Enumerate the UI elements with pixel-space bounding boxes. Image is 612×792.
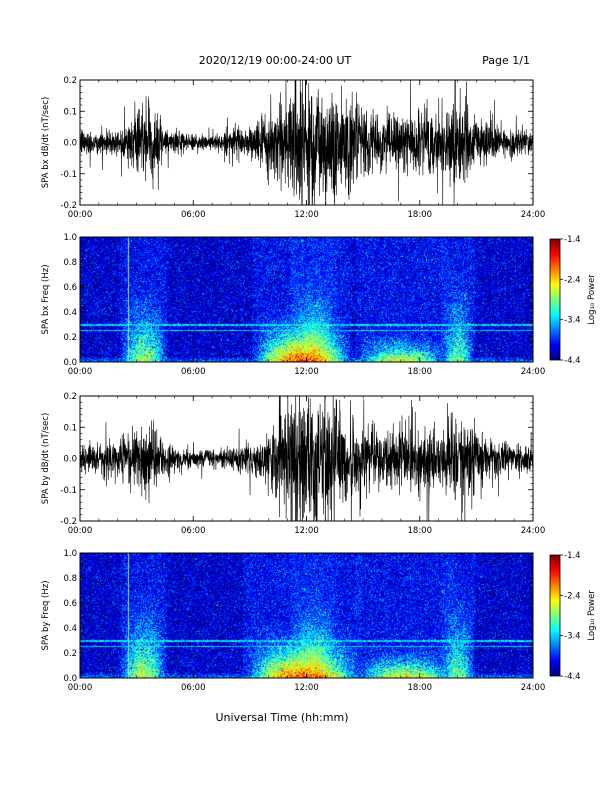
y-tick-label: 0.8: [63, 258, 77, 268]
y-tick-label: -0.1: [60, 486, 77, 496]
panel-3: 0.2 0.1 0.0 -0.1 -0.200:00 06:00 12:00 18:00 24:…: [41, 392, 546, 536]
y-tick-label: -0.2: [60, 201, 77, 211]
x-tick-label: 00:00: [68, 210, 93, 220]
y-axis-label: SPA by dB/dt (nT/sec): [41, 413, 51, 505]
y-axis-label: SPA by Freq (Hz): [41, 580, 51, 650]
x-tick-label: 24:00: [521, 210, 546, 220]
colorbar-tick-label: -1.4: [564, 551, 581, 561]
x-tick-label: 06:00: [181, 367, 206, 377]
colorbar-tick-label: -3.4: [564, 316, 581, 326]
x-tick-label: 24:00: [521, 683, 546, 693]
colorbar-label: Log₁₀ Power: [587, 590, 597, 641]
y-tick-label: 0.6: [63, 599, 77, 609]
x-tick-label: 18:00: [408, 526, 433, 536]
y-tick-label: 0.8: [63, 574, 77, 584]
colorbar-label: Log₁₀ Power: [587, 274, 597, 325]
series-line: [80, 396, 533, 521]
y-tick-label: 0.1: [63, 107, 77, 117]
panel-1: 0.2 0.1 0.0 -0.1 -0.200:00 06:00 12:00 18:00 24:…: [41, 76, 546, 220]
series-line: [80, 80, 533, 205]
x-tick-label: 12:00: [294, 367, 319, 377]
x-tick-label: 06:00: [181, 210, 206, 220]
colorbar-tick-label: -2.4: [564, 591, 581, 601]
date-range-title: 2020/12/19 00:00-24:00 UT: [199, 54, 352, 67]
x-tick-label: 18:00: [408, 210, 433, 220]
y-tick-label: 0.2: [63, 76, 77, 86]
y-tick-label: 0.6: [63, 283, 77, 293]
x-tick-label: 18:00: [408, 683, 433, 693]
x-tick-label: 06:00: [181, 683, 206, 693]
x-tick-label: 24:00: [521, 367, 546, 377]
y-tick-label: 0.4: [63, 308, 77, 318]
y-axis-label: SPA bx dB/dt (nT/sec): [41, 97, 51, 189]
x-axis-label: Universal Time (hh:mm): [216, 711, 349, 724]
colorbar-tick-label: -2.4: [564, 275, 581, 285]
x-tick-label: 12:00: [294, 683, 319, 693]
y-tick-label: 1.0: [63, 549, 77, 559]
colorbar-tick-label: -4.4: [564, 672, 581, 682]
y-tick-label: -0.2: [60, 517, 77, 527]
y-tick-label: -0.1: [60, 170, 77, 180]
y-tick-label: 0.4: [63, 624, 77, 634]
x-tick-label: 00:00: [68, 367, 93, 377]
y-tick-label: 0.0: [63, 358, 77, 368]
x-tick-label: 12:00: [294, 526, 319, 536]
y-tick-label: 0.0: [63, 455, 77, 465]
colorbar-tick-label: -1.4: [564, 235, 581, 245]
y-tick-label: 0.2: [63, 649, 77, 659]
colorbar-tick-label: -3.4: [564, 632, 581, 642]
page-label: Page 1/1: [482, 54, 530, 67]
spectrogram-image: [80, 237, 533, 362]
spectrogram-image: [80, 553, 533, 678]
y-tick-label: 1.0: [63, 233, 77, 243]
x-tick-label: 06:00: [181, 526, 206, 536]
y-tick-label: 0.1: [63, 423, 77, 433]
y-tick-label: 0.2: [63, 392, 77, 402]
x-tick-label: 00:00: [68, 683, 93, 693]
x-tick-label: 24:00: [521, 526, 546, 536]
panel-2: -1.4 -2.4 -3.4 -4.4 Log₁₀ Power 1.0 0.8 0.6 0.4 0…: [41, 233, 597, 377]
y-tick-label: 0.0: [63, 674, 77, 684]
colorbar: [550, 239, 560, 360]
panel-4: -1.4 -2.4 -3.4 -4.4 Log₁₀ Power 1.0 0.8 0.6 0.4 0…: [41, 549, 597, 693]
y-tick-label: 0.0: [63, 139, 77, 149]
colorbar: [550, 555, 560, 676]
x-tick-label: 18:00: [408, 367, 433, 377]
x-tick-label: 12:00: [294, 210, 319, 220]
x-tick-label: 00:00: [68, 526, 93, 536]
y-tick-label: 0.2: [63, 333, 77, 343]
y-axis-label: SPA bx Freq (Hz): [41, 264, 51, 334]
colorbar-tick-label: -4.4: [564, 356, 581, 366]
